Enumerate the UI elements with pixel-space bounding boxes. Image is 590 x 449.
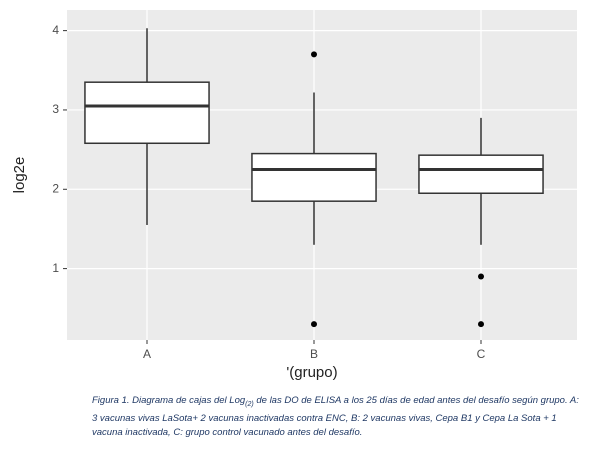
caption-text: de las DO de ELISA a los 25 días de edad… xyxy=(92,395,579,438)
y-tick-label: 4 xyxy=(52,23,59,37)
x-tick-label: A xyxy=(143,347,151,361)
y-axis-title: log2e xyxy=(11,157,28,194)
outlier xyxy=(311,51,317,58)
outlier xyxy=(478,273,484,280)
y-tick-label: 2 xyxy=(52,181,59,195)
y-tick-label: 3 xyxy=(52,102,59,116)
x-axis-title: '(grupo) xyxy=(286,364,337,381)
outlier xyxy=(311,321,317,328)
x-tick-label: C xyxy=(477,347,486,361)
box xyxy=(418,154,544,194)
chart: '(grupo) log2e 1 2 3 4 A B C xyxy=(11,10,577,381)
box xyxy=(251,152,377,202)
x-tick-label: B xyxy=(310,347,318,361)
caption: Figura 1. Diagrama de cajas del Log(2) d… xyxy=(92,394,580,440)
caption-text: Figura 1. Diagrama de cajas del Log xyxy=(92,395,246,406)
y-tick-label: 1 xyxy=(52,261,59,275)
outlier xyxy=(478,321,484,328)
box xyxy=(84,81,210,145)
caption-sub: (2) xyxy=(245,400,254,408)
